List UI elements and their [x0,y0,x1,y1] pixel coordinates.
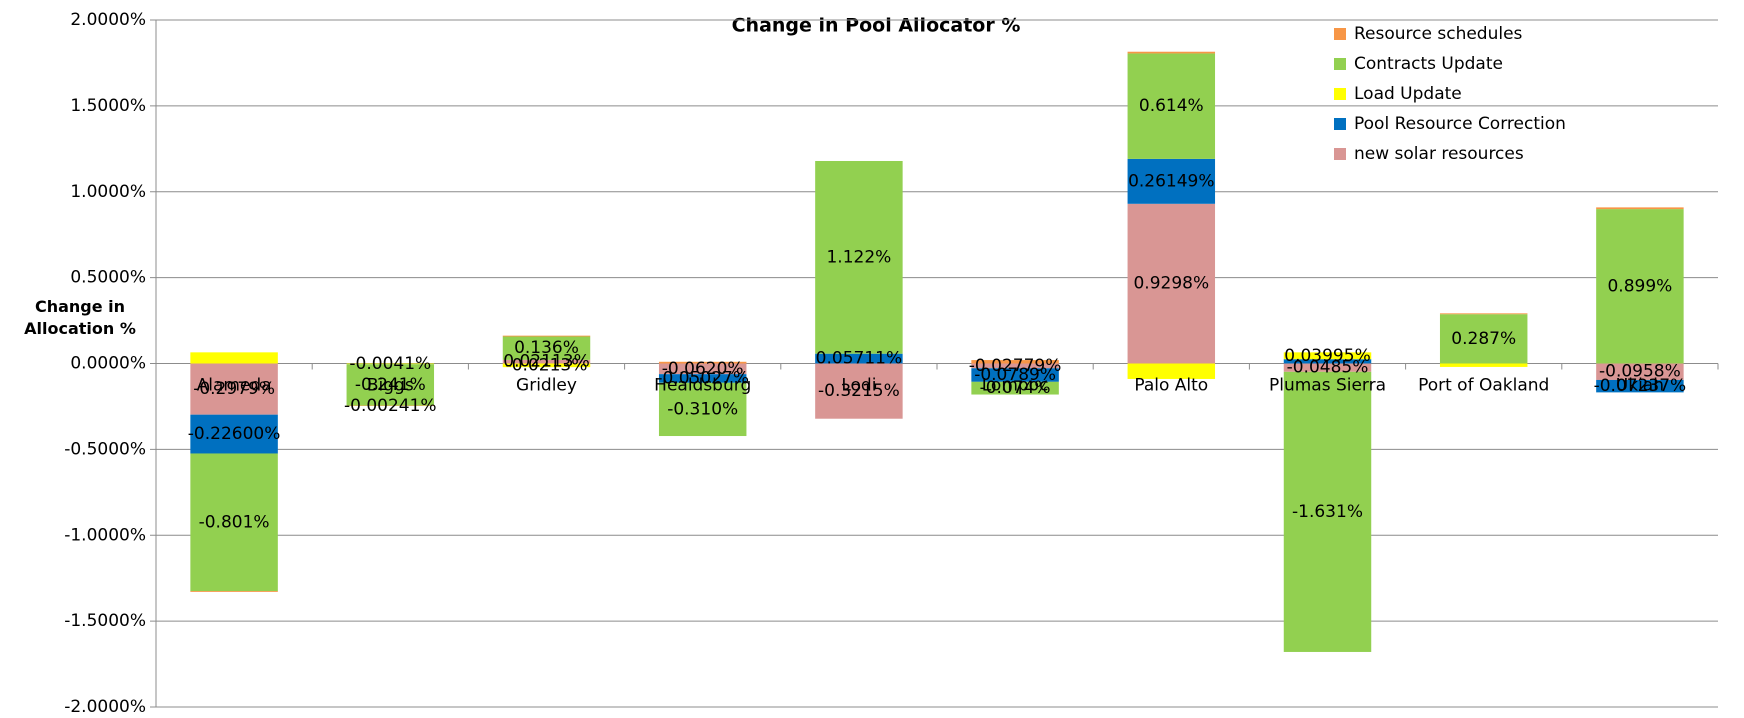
bar-segment [346,363,435,365]
data-label: -0.0213% [506,355,588,375]
data-label: 0.899% [1607,276,1672,296]
legend-swatch [1334,58,1346,70]
legend-swatch [1334,88,1346,100]
data-label: -0.0041% [349,354,431,374]
y-tick-label: 0.0000% [70,354,146,374]
legend-swatch [1334,148,1346,160]
x-tick-label: Lompoc [982,376,1049,396]
data-label: 1.122% [826,247,891,267]
data-label: -0.22600% [188,424,281,444]
bar-segment [190,352,278,364]
x-tick-label: Healdsburg [654,376,751,396]
bar-segment [502,359,591,364]
data-label: -0.05027% [656,368,749,388]
legend-swatch [1334,28,1346,40]
bar-segment [971,368,1059,382]
data-label: -0.2979% [193,379,275,399]
bar-segment [1596,209,1684,364]
y-tick-label: 1.5000% [70,96,146,116]
x-tick-label: Ukiah [1616,376,1664,396]
data-label: 0.02113% [503,352,589,372]
bar-segment [1439,313,1528,315]
bar-segment [502,363,591,368]
data-label: 0.9298% [1133,274,1209,294]
bar-segment [815,363,903,419]
bar-segment [1596,363,1684,380]
bar-segment [502,335,591,337]
y-tick-label: 2.0000% [70,10,146,30]
data-label: 0.05711% [816,349,902,369]
bar-segment [1283,352,1372,360]
data-label: -0.310% [667,399,738,419]
bar-segment [1127,53,1216,159]
bar-segment [1596,379,1684,393]
bar-segment [1439,363,1528,367]
legend-label: new solar resources [1354,144,1524,164]
y-tick-label: -1.5000% [64,611,146,631]
bar-segment [502,336,591,360]
bar-segment [190,591,278,592]
data-label: 0.614% [1139,96,1204,116]
data-label: -0.00241% [344,396,437,416]
data-label: -0.0485% [1287,358,1369,378]
bar-segment [1127,363,1216,379]
bar-segment [971,363,1059,369]
data-label: 0.26149% [1128,171,1214,191]
data-label: -0.0620% [662,359,744,379]
x-tick-label: Lodi [841,376,876,396]
x-tick-label: Biggs [367,376,414,396]
bar-segment [971,360,1059,364]
y-tick-label: -1.0000% [64,525,146,545]
bar-segment [971,381,1059,395]
data-label: -0.801% [199,512,270,532]
y-tick-label: -0.5000% [64,439,146,459]
x-tick-label: Gridley [516,376,577,396]
bar-segment [1283,359,1372,364]
bar-segment [1283,363,1372,372]
bar-segment [1127,203,1216,364]
legend-label: Load Update [1354,84,1462,104]
bar-segment [658,382,747,437]
bar-segment [190,414,278,454]
data-label: -0.02779% [969,356,1062,376]
y-tick-label: 0.5000% [70,268,146,288]
y-axis-title: Change in Allocation % [24,297,136,338]
bar-segment [346,364,435,406]
bar-segment [1127,158,1216,204]
data-label: 0.03995% [1284,346,1370,366]
bar-segment [1439,314,1528,364]
data-label: 0.136% [514,338,579,358]
bar-segment [815,160,903,354]
data-label: -0.07237% [1594,376,1687,396]
bar-segment [190,453,278,592]
x-tick-label: Alameda [197,376,272,396]
y-tick-label: -2.0000% [64,697,146,717]
bar-segment [815,353,903,364]
bar-segment [1283,371,1372,652]
chart-title: Change in Pool Allocator % [732,15,1021,37]
x-tick-label: Palo Alto [1134,376,1208,396]
data-label: -0.0958% [1599,362,1681,382]
y-tick-label: 1.0000% [70,182,146,202]
data-label: -0.3215% [818,381,900,401]
legend-label: Pool Resource Correction [1354,114,1566,134]
x-tick-label: Port of Oakland [1418,376,1549,396]
bar-segment [190,363,278,415]
bar-segment [658,363,747,375]
data-label: 0.287% [1451,329,1516,349]
bar-segment [1596,207,1684,210]
legend-swatch [1334,118,1346,130]
bar-segment [658,361,747,364]
data-label: -1.631% [1292,502,1363,522]
x-tick-label: Plumas Sierra [1269,376,1386,396]
legend-label: Resource schedules [1354,24,1523,44]
legend-label: Contracts Update [1354,54,1503,74]
data-label: -0.241% [355,375,426,395]
data-label: -0.0789% [974,365,1056,385]
data-label: -0.074% [980,378,1051,398]
bar-segment [1127,51,1216,54]
bar-segment [658,374,747,383]
